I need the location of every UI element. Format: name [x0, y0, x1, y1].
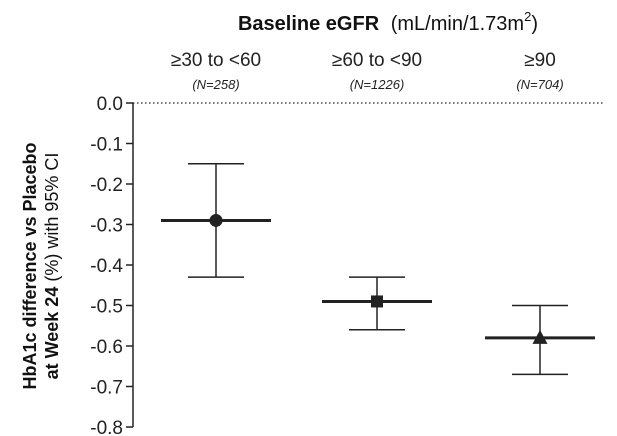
ylabel-line1: HbA1c difference vs Placebo	[20, 142, 40, 389]
y-tick-label: 0.0	[97, 94, 123, 115]
title-unit: (mL/min/1.73m	[391, 13, 524, 35]
chart-title: Baseline eGFR (mL/min/1.73m2)	[238, 9, 538, 35]
point-triangle	[532, 329, 548, 344]
title-unit-sup: 2	[524, 9, 531, 24]
title-bold: Baseline eGFR	[238, 13, 380, 35]
title-unit-close: )	[531, 13, 538, 35]
y-tick-label: -0.7	[90, 378, 123, 399]
data-marks	[161, 163, 595, 376]
category-labels: ≥30 to <60 (N=258) ≥60 to <90 (N=1226) ≥90 (N…	[171, 50, 564, 92]
y-tick-label: -0.5	[90, 297, 123, 318]
y-tick-label: -0.6	[90, 337, 123, 358]
y-axis-label: HbA1c difference vs Placebo at Week 24 (…	[20, 142, 62, 389]
y-axis: 0.0 -0.1 -0.2 -0.3 -0.4 -0.5 -0.6 -0.7 -0.8	[90, 94, 603, 436]
point-circle	[209, 213, 223, 227]
category-label: ≥60 to <90	[332, 50, 422, 71]
ylabel-line2-bold: at Week 24	[42, 287, 62, 380]
y-tick-label: -0.8	[90, 418, 123, 436]
y-tick-label: -0.4	[90, 256, 123, 277]
category-label: ≥90	[524, 50, 556, 71]
category-n-label: (N=258)	[192, 77, 239, 92]
category-n-label: (N=704)	[516, 77, 563, 92]
point-square	[371, 295, 383, 308]
category-label: ≥30 to <60	[171, 50, 261, 71]
ylabel-line2: at Week 24 (%) with 95% CI	[42, 153, 62, 380]
ylabel-line2-rest: (%) with 95% CI	[42, 153, 62, 287]
y-tick-label: -0.3	[90, 216, 123, 237]
category-n-label: (N=1226)	[350, 77, 405, 92]
y-tick-label: -0.2	[90, 175, 123, 196]
y-tick-label: -0.1	[90, 135, 123, 156]
